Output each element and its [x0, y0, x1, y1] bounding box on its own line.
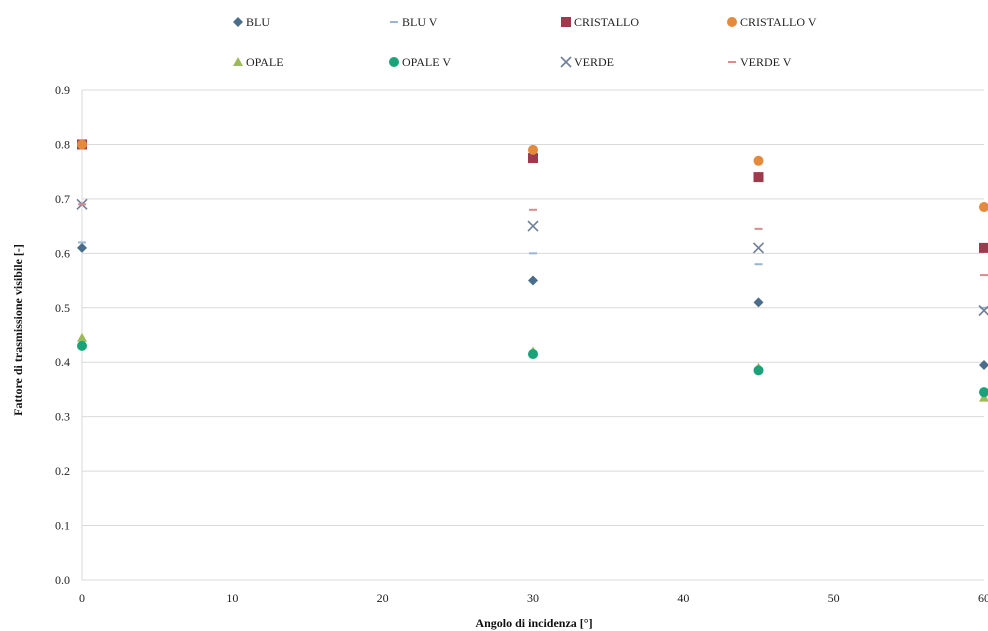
legend-item-cristallo: CRISTALLO: [561, 15, 639, 29]
gridlines: [81, 89, 984, 581]
y-tick-label: 0.5: [55, 301, 70, 315]
y-tick-label: 0.4: [55, 355, 70, 369]
x-tick-label: 30: [527, 591, 539, 605]
data-point: [77, 242, 87, 253]
data-point: [979, 242, 988, 253]
legend-marker: [561, 17, 571, 27]
data-point: [527, 220, 539, 232]
legend-item-opale-v: OPALE V: [389, 55, 451, 69]
data-points: [76, 139, 988, 402]
legend-marker: [560, 56, 572, 68]
x-tick-label: 60: [978, 591, 988, 605]
x-tick-label: 50: [828, 591, 840, 605]
y-tick-label: 0.8: [55, 137, 70, 151]
data-point: [753, 365, 764, 376]
legend-label: OPALE V: [402, 55, 451, 69]
legend-item-verde-v: VERDE V: [728, 55, 792, 69]
y-axis-label: Fattore di trasmissione visibile [-]: [11, 244, 25, 416]
data-point: [752, 242, 765, 254]
x-tick-label: 20: [377, 591, 389, 605]
y-tick-label: 0.7: [55, 192, 70, 206]
data-point: [77, 139, 87, 150]
data-point: [753, 297, 764, 308]
x-axis-label: Angolo di incidenza [°]: [475, 616, 592, 630]
series-cristallo-v: [77, 139, 988, 213]
series-verde: [76, 198, 988, 317]
legend-marker: [233, 57, 243, 66]
series-blu: [77, 242, 988, 370]
legend-label: OPALE: [246, 55, 284, 69]
legend-marker: [233, 17, 243, 27]
y-tick-label: 0.3: [55, 410, 70, 424]
data-point: [753, 172, 764, 183]
data-point: [77, 340, 87, 351]
y-axis-ticks: 0.0 0.1 0.2 0.3 0.4 0.5 0.6 0.7 0.8 0.9: [55, 83, 70, 587]
x-tick-label: 0: [79, 591, 85, 605]
chart-legend: BLU BLU V CRISTALLO CRISTALLO V OPALE OPALE V…: [233, 15, 817, 69]
data-point: [979, 359, 988, 370]
y-tick-label: 0.0: [55, 573, 70, 587]
y-tick-label: 0.1: [55, 519, 70, 533]
series-opale-v: [77, 340, 988, 398]
legend-label: CRISTALLO: [574, 15, 639, 29]
y-tick-label: 0.2: [55, 464, 70, 478]
legend-item-blu-v: BLU V: [390, 15, 438, 29]
data-point: [528, 153, 538, 164]
data-point: [528, 144, 538, 155]
y-tick-label: 0.9: [55, 83, 70, 97]
data-point: [979, 387, 988, 398]
y-tick-label: 0.6: [55, 246, 70, 260]
data-point: [528, 275, 538, 286]
data-point: [978, 304, 988, 317]
series-verde-v: [78, 203, 988, 277]
x-axis-ticks: 0 10 20 30 40 50 60: [79, 591, 988, 605]
x-tick-label: 40: [677, 591, 689, 605]
x-tick-label: 10: [226, 591, 238, 605]
legend-item-verde: VERDE: [560, 55, 614, 69]
legend-item-opale: OPALE: [233, 55, 284, 69]
series-cristallo: [77, 139, 988, 253]
legend-label: BLU V: [402, 15, 438, 29]
legend-marker: [389, 57, 399, 67]
data-point: [528, 349, 538, 360]
legend-label: BLU: [246, 15, 270, 29]
data-point: [77, 332, 87, 342]
series-blu-v: [78, 241, 988, 309]
legend-label: VERDE V: [740, 55, 792, 69]
legend-label: VERDE: [574, 55, 614, 69]
data-point: [753, 155, 764, 166]
series-opale: [77, 332, 988, 402]
legend-item-blu: BLU: [233, 15, 270, 29]
legend-item-cristallo-v: CRISTALLO V: [727, 15, 817, 29]
data-point: [979, 202, 988, 213]
legend-label: CRISTALLO V: [740, 15, 817, 29]
legend-marker: [727, 17, 737, 27]
